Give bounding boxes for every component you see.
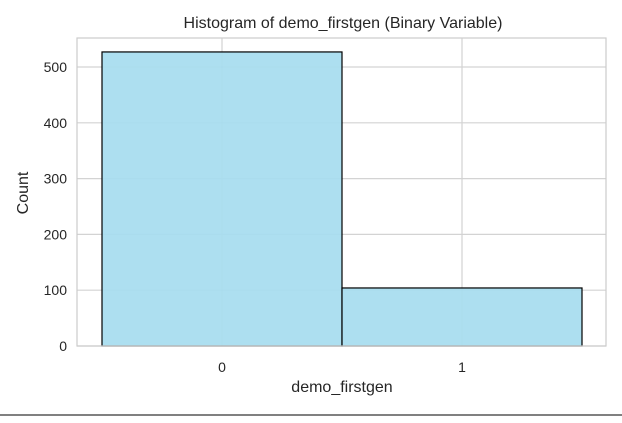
bars	[101, 51, 583, 347]
y-tick-label: 500	[44, 59, 68, 75]
y-tick-label: 200	[44, 226, 68, 242]
y-tick-label: 100	[44, 282, 68, 298]
x-axis-label: demo_firstgen	[291, 379, 392, 396]
x-tick-label: 1	[458, 359, 466, 375]
chart-title: Histogram of demo_firstgen (Binary Varia…	[184, 15, 503, 32]
histogram-bar-0	[101, 51, 343, 347]
histogram-bar-1	[341, 287, 583, 347]
y-axis-label: Count	[15, 171, 32, 214]
y-axis-ticks: 0 100 200 300 400 500	[44, 59, 68, 354]
x-tick-label: 0	[218, 359, 226, 375]
y-tick-label: 0	[59, 338, 67, 354]
y-tick-label: 300	[44, 171, 68, 187]
plot-area-frame	[76, 37, 607, 347]
y-tick-label: 400	[44, 115, 68, 131]
